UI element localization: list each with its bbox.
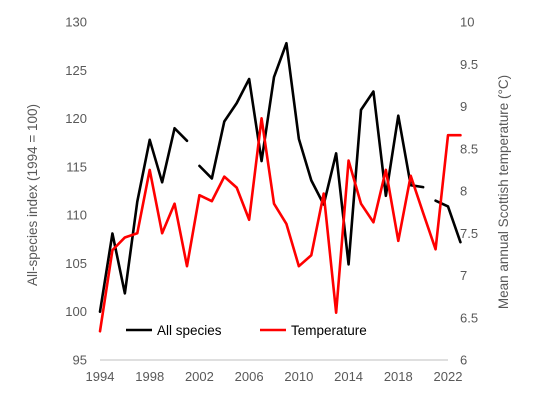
y2-tick-label: 9 [460,99,467,114]
legend-label: Temperature [291,323,367,338]
x-tick-label: 2014 [334,369,363,384]
y-tick-label: 130 [65,15,87,30]
y-axis-label: All-species index (1994 = 100) [25,104,40,286]
x-tick-label: 1998 [135,369,164,384]
y2-tick-label: 6.5 [460,310,478,325]
y2-tick-label: 8.5 [460,141,478,156]
legend-label: All species [157,323,222,338]
series-line-all-species [198,41,425,266]
y2-axis-label: Mean annual Scottish temperature (°C) [496,75,511,309]
axes-group: 1994 1998 2002 2006 2010 2014 2018 2022 95 100 105… [65,15,478,385]
y-tick-label: 120 [65,111,87,126]
x-tick-label: 2002 [185,369,214,384]
y-tick-label: 110 [66,208,87,223]
y2-tick-label: 6 [460,353,467,368]
y2-tick-label: 7 [460,268,467,283]
y2-tick-label: 7.5 [460,226,478,241]
y-tick-label: 125 [65,63,87,78]
series-group [98,41,462,333]
series-line-temperature [98,117,462,333]
y-tick-label: 100 [65,304,87,319]
y2-tick-label: 9.5 [460,57,478,72]
y-tick-label: 95 [73,353,87,368]
x-tick-label: 2010 [284,369,313,384]
legend: All species Temperature [126,323,367,338]
y-tick-label: 115 [66,159,87,174]
series-line-all-species [98,126,189,314]
y2-tick-label: 8 [460,184,467,199]
x-tick-label: 2006 [235,369,264,384]
x-tick-label: 1994 [86,369,115,384]
x-tick-label: 2022 [434,369,463,384]
y2-tick-label: 10 [460,15,474,30]
y-tick-label: 105 [65,256,87,271]
x-tick-label: 2018 [384,369,413,384]
